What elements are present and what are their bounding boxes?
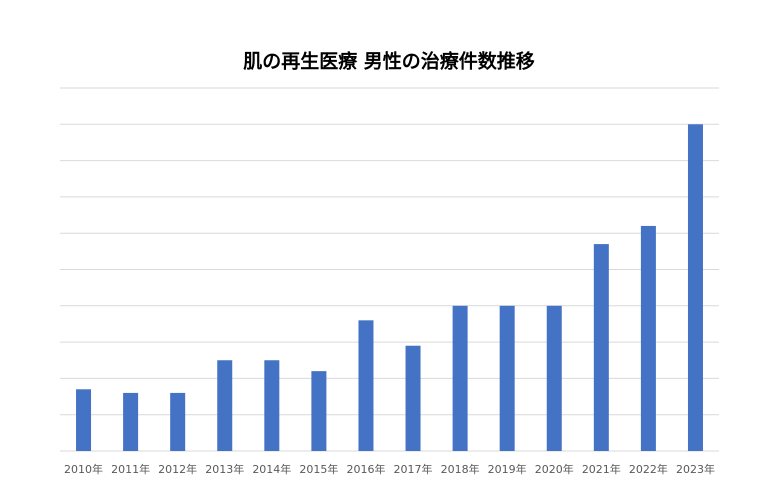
x-tick-label: 2018年 — [441, 462, 480, 476]
bar — [170, 392, 186, 451]
x-tick-label: 2010年 — [64, 462, 103, 476]
x-tick-label: 2021年 — [582, 462, 621, 476]
bar — [546, 305, 562, 451]
x-tick-label: 2020年 — [535, 462, 574, 476]
x-tick-label: 2017年 — [394, 462, 433, 476]
x-tick-label: 2022年 — [629, 462, 668, 476]
bar — [499, 305, 515, 451]
bar — [358, 320, 374, 451]
x-tick-label: 2015年 — [299, 462, 338, 476]
bar — [217, 360, 233, 451]
chart-title: 肌の再生医療 男性の治療件数推移 — [243, 50, 535, 73]
bar — [405, 345, 421, 451]
bar — [311, 371, 327, 451]
x-tick-label: 2014年 — [252, 462, 291, 476]
bar — [264, 360, 280, 451]
x-tick-label: 2023年 — [676, 462, 715, 476]
bar — [452, 305, 468, 451]
x-tick-label: 2013年 — [205, 462, 244, 476]
x-tick-label: 2016年 — [346, 462, 385, 476]
x-tick-label: 2011年 — [111, 462, 150, 476]
bar — [687, 124, 703, 452]
bar — [76, 389, 92, 451]
bar — [123, 392, 139, 451]
x-tick-label: 2012年 — [158, 462, 197, 476]
bar — [593, 244, 609, 451]
x-tick-label: 2019年 — [488, 462, 527, 476]
bar — [640, 225, 656, 451]
